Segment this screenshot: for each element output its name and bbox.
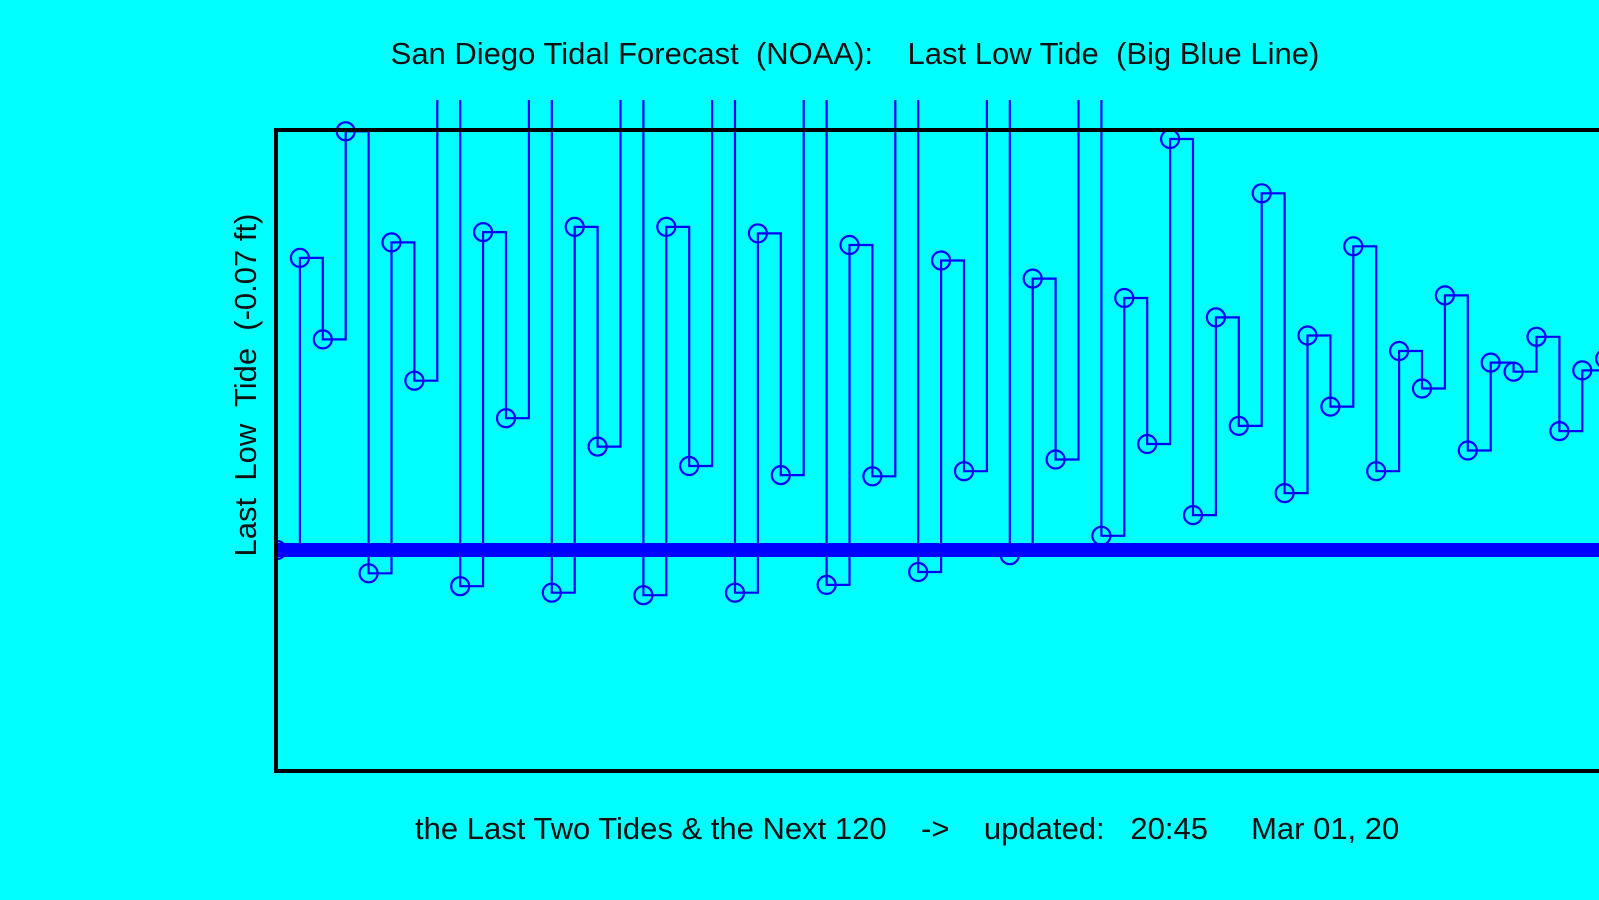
tide-point-55 [1503,361,1524,382]
tide-point-54 [1480,352,1501,373]
tide-point-27 [862,466,883,487]
tide-point-53 [1457,440,1478,461]
tide-point-13 [541,582,562,603]
tide-point-2 [289,247,310,268]
tide-point-42 [1205,307,1227,328]
tide-point-19 [679,455,700,477]
tide-point-43 [1228,415,1249,436]
tide-point-59 [1595,350,1599,367]
tide-point-9 [450,576,471,597]
tide-point-51 [1411,378,1433,399]
tide-point-33 [999,545,1020,566]
tide-point-47 [1320,396,1341,417]
tide-point-32 [978,33,996,51]
tide-point-15 [587,436,608,457]
tide-point-29 [908,561,929,583]
tide-point-7 [404,370,425,391]
tide-point-8 [428,49,446,67]
x-axis-label: the Last Two Tides & the Next 120 -> upd… [415,811,1400,846]
tide-point-17 [633,585,654,606]
tide-point-28 [886,0,904,15]
tide-point-30 [930,250,952,271]
tide-point-38 [1114,287,1135,309]
plot-frame [274,128,1599,773]
tide-point-44 [1251,183,1272,204]
tide-point-34 [1022,268,1043,289]
tide-point-46 [1297,325,1318,346]
tide-point-56 [1526,326,1547,347]
tide-point-14 [564,216,585,237]
tide-series-line [277,100,1599,597]
tide-point-25 [816,574,837,596]
tide-point-45 [1274,483,1295,504]
tide-point-36 [1070,78,1088,96]
tide-point-12 [520,9,538,27]
tide-point-35 [1045,449,1066,470]
tide-point-18 [656,216,677,237]
tide-point-39 [1137,433,1158,455]
tide-point-26 [839,234,860,256]
tide-point-21 [724,582,746,603]
tide-point-37 [1091,525,1112,546]
tide-point-57 [1549,421,1570,442]
chart-title: San Diego Tidal Forecast (NOAA): Last Lo… [390,36,1320,71]
tide-point-49 [1366,461,1387,482]
tide-point-5 [358,563,379,584]
tide-point-23 [770,465,791,486]
tide-point-3 [312,329,333,350]
tide-point-22 [747,223,769,244]
tide-point-11 [495,408,517,429]
tide-point-58 [1572,360,1593,381]
tide-point-50 [1388,340,1410,362]
tide-point-31 [953,461,975,482]
tide-point-6 [381,232,402,253]
tide-point-10 [473,222,494,243]
tide-series [276,0,1599,606]
tide-point-48 [1343,236,1364,257]
tide-point-52 [1434,285,1456,306]
tide-point-41 [1182,504,1204,526]
